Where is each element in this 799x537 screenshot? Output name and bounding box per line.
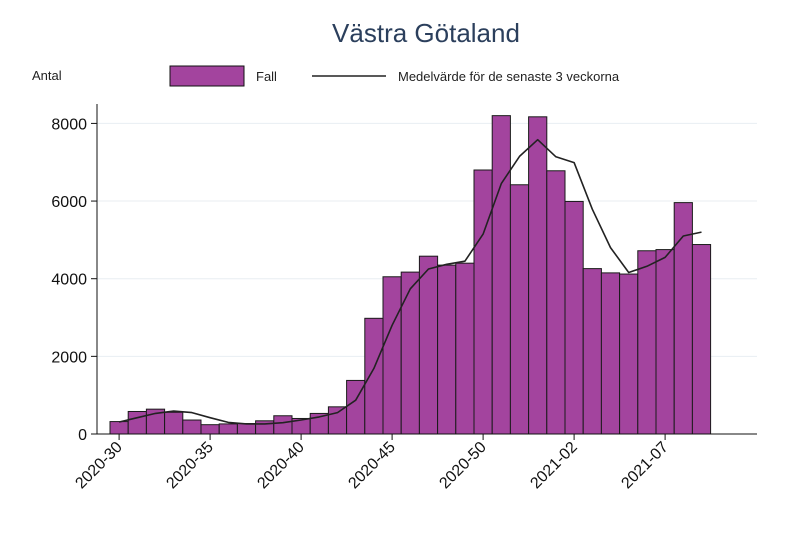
bar — [600, 272, 621, 435]
x-tick-label: 2020-30 — [72, 439, 126, 493]
y-axis-label: Antal — [32, 68, 62, 83]
bar — [182, 419, 202, 435]
legend: Fall Medelvärde för de senaste 3 veckorn… — [169, 65, 620, 87]
bar — [582, 268, 602, 435]
y-tick-label: 8000 — [51, 116, 87, 133]
bar — [273, 415, 293, 435]
bar — [218, 423, 238, 435]
bar — [200, 424, 220, 435]
bar — [164, 411, 184, 435]
chart-title: Västra Götaland — [332, 18, 520, 48]
bar — [509, 184, 530, 435]
legend-bar-swatch — [169, 65, 245, 87]
axes — [96, 104, 757, 435]
bar — [691, 244, 712, 435]
y-tick-label: 6000 — [51, 194, 87, 211]
y-tick-label: 4000 — [51, 272, 87, 289]
x-tick-label: 2020-50 — [436, 439, 490, 493]
legend-label-bars: Fall — [256, 69, 277, 84]
bar — [382, 276, 402, 435]
x-tick-label: 2020-40 — [254, 439, 308, 493]
bar — [364, 317, 384, 435]
bar — [528, 116, 548, 435]
bar — [673, 202, 693, 435]
y-tick-label: 2000 — [51, 349, 87, 366]
average-line-group — [118, 138, 702, 425]
bar — [236, 423, 257, 435]
bar — [400, 271, 420, 435]
bar — [418, 255, 439, 435]
bar — [437, 264, 457, 435]
y-ticks: 0 2000 4000 6000 8000 — [51, 116, 97, 444]
bar — [455, 262, 475, 435]
x-tick-label: 2020-45 — [345, 439, 399, 493]
bar — [109, 421, 129, 435]
x-tick-label: 2021-07 — [618, 439, 672, 493]
bars — [109, 115, 712, 435]
x-tick-label: 2021-02 — [527, 439, 581, 493]
bar — [564, 200, 584, 435]
bar — [491, 115, 511, 435]
average-line — [118, 138, 702, 425]
x-tick-label: 2020-35 — [163, 439, 217, 493]
bar — [619, 273, 639, 435]
bar — [655, 249, 675, 435]
bar — [473, 169, 493, 435]
y-tick-label: 0 — [78, 427, 87, 444]
bar — [327, 406, 348, 435]
bar — [127, 410, 147, 435]
legend-label-line: Medelvärde för de senaste 3 veckorna — [398, 69, 620, 84]
x-ticks: 2020-30 2020-35 2020-40 2020-45 2020-50 2021-… — [72, 434, 672, 492]
bar — [637, 250, 657, 435]
bar — [546, 170, 566, 435]
